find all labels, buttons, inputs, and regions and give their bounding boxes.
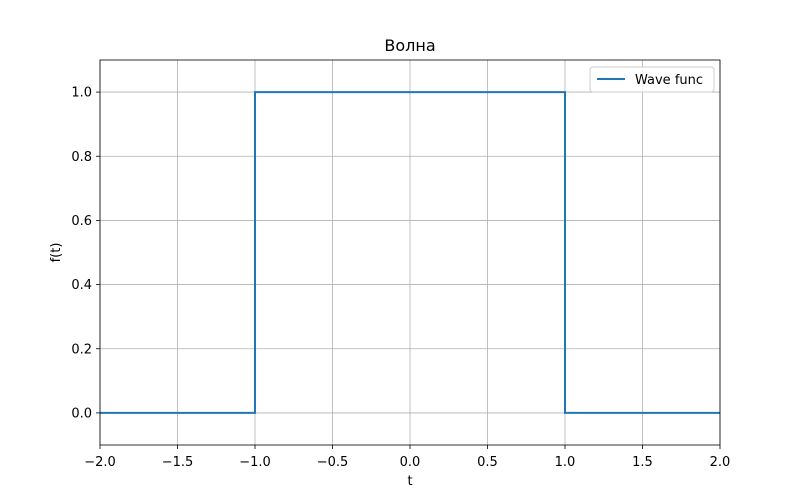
x-tick-label: −2.0 bbox=[84, 455, 116, 470]
x-tick-label: 2.0 bbox=[710, 455, 731, 470]
chart-title: Волна bbox=[384, 36, 435, 55]
x-axis-label: t bbox=[407, 474, 412, 489]
legend-label-wave-func: Wave func bbox=[635, 73, 703, 88]
x-tick-label: −1.5 bbox=[162, 455, 194, 470]
series-layer bbox=[100, 91, 720, 414]
series-line-wave-func bbox=[100, 91, 720, 414]
y-tick-label: 0.8 bbox=[71, 150, 92, 165]
x-tick-label: 1.5 bbox=[632, 455, 653, 470]
legend: Wave func bbox=[589, 66, 715, 93]
x-tick-label: −0.5 bbox=[317, 455, 349, 470]
y-tick-label: 0.6 bbox=[71, 214, 92, 229]
y-tick-label: 0.2 bbox=[71, 342, 92, 357]
legend-box bbox=[589, 66, 715, 93]
y-axis-label: f(t) bbox=[49, 243, 64, 263]
y-tick-label: 1.0 bbox=[71, 86, 92, 101]
ticks-layer: −2.0 −1.5 −1.0 −0.5 0.0 0.5 1.0 1.5 2.0 0.0 0.2 0.4… bbox=[71, 86, 730, 470]
x-tick-label: 0.5 bbox=[477, 455, 498, 470]
x-tick-label: 1.0 bbox=[555, 455, 576, 470]
y-tick-label: 0.0 bbox=[71, 406, 92, 421]
x-tick-label: −1.0 bbox=[239, 455, 271, 470]
y-tick-label: 0.4 bbox=[71, 278, 92, 293]
x-tick-label: 0.0 bbox=[400, 455, 421, 470]
